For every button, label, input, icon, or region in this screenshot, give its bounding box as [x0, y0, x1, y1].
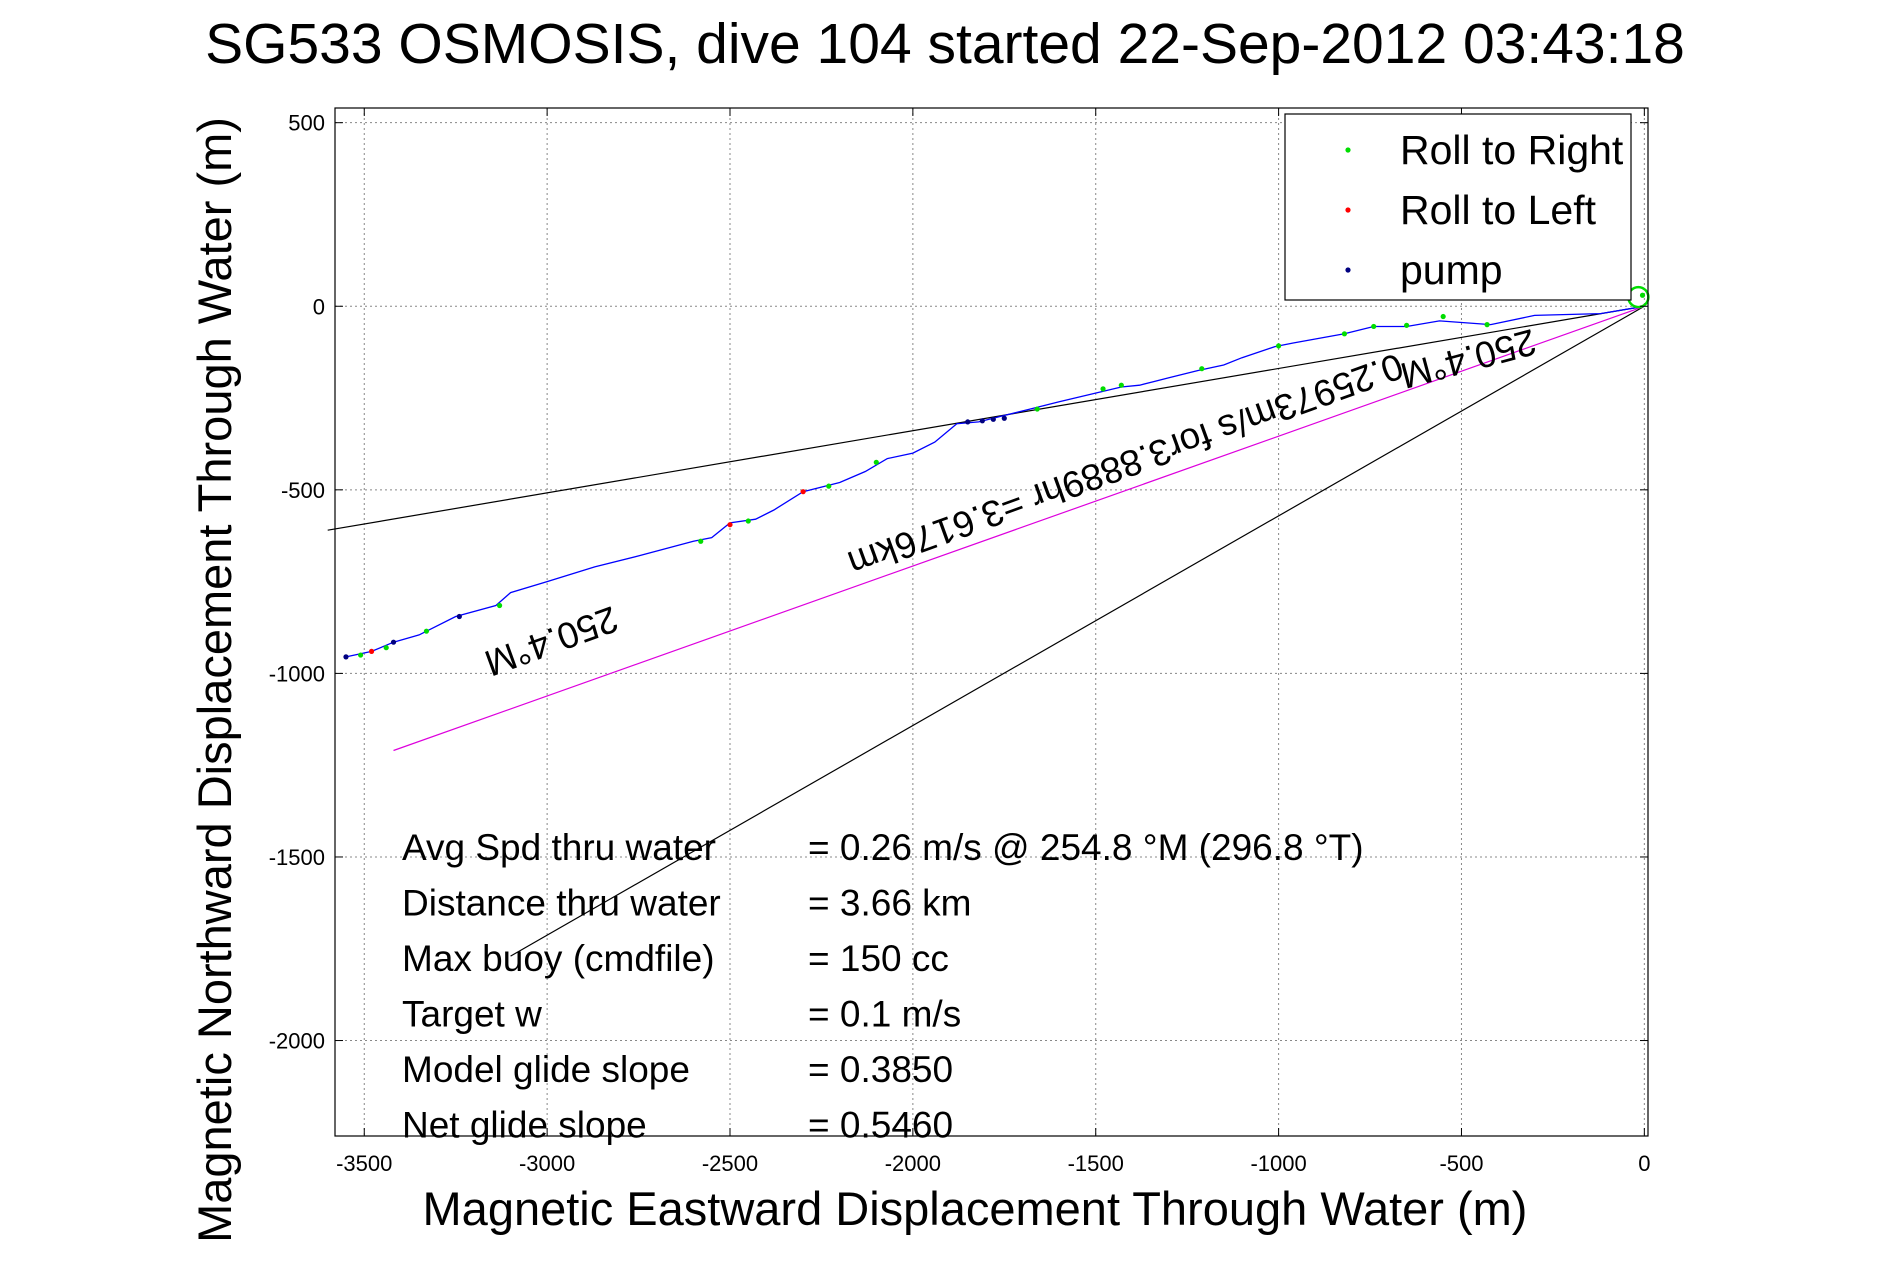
marker-right — [1484, 322, 1490, 328]
legend-label: pump — [1400, 247, 1503, 293]
y-tick-label: -1500 — [269, 845, 325, 870]
marker-right — [1404, 322, 1410, 328]
stats-label: Distance thru water — [402, 883, 721, 924]
reference-line-upper — [327, 305, 1645, 531]
y-tick-label: 500 — [288, 111, 325, 136]
reference-lines — [327, 305, 1645, 957]
plot-frame — [334, 107, 1649, 1137]
marker-pump — [1001, 415, 1007, 421]
x-tick-label: -3500 — [336, 1151, 392, 1176]
marker-pump — [965, 419, 971, 425]
marker-right — [358, 652, 364, 658]
stats-value: = 0.26 m/s @ 254.8 °M (296.8 °T) — [808, 827, 1364, 868]
stats-value: = 0.1 m/s — [808, 994, 961, 1035]
y-tick-label: -2000 — [269, 1029, 325, 1054]
y-tick-label: -1000 — [269, 661, 325, 686]
x-tick-label: -3000 — [519, 1151, 575, 1176]
x-axis-label: Magnetic Eastward Displacement Through W… — [423, 1182, 1528, 1235]
stats-label: Model glide slope — [402, 1049, 690, 1090]
stats-label: Avg Spd thru water — [402, 827, 716, 868]
marker-right — [383, 645, 389, 651]
marker-left — [800, 489, 806, 495]
y-tick-label: -500 — [281, 478, 325, 503]
track-line — [345, 305, 1645, 658]
marker-pump — [343, 654, 349, 660]
marker-right — [1118, 382, 1124, 388]
marker-right — [1371, 323, 1377, 330]
reference-line-average — [393, 305, 1645, 752]
marker-left — [368, 648, 375, 654]
marker-right — [1276, 343, 1282, 349]
x-tick-label: -2500 — [702, 1151, 758, 1176]
marker-left — [727, 522, 733, 528]
marker-right — [423, 628, 430, 634]
marker-right — [1034, 406, 1040, 412]
marker-right — [745, 518, 751, 524]
legend-marker — [1345, 207, 1351, 213]
chart-title: SG533 OSMOSIS, dive 104 started 22-Sep-2… — [205, 12, 1685, 76]
marker-pump — [456, 613, 462, 620]
marker-pump — [979, 418, 985, 424]
marker-right — [1639, 292, 1646, 298]
stats-label: Target w — [402, 994, 542, 1035]
reference-line-lower — [510, 305, 1645, 957]
legend-box — [1284, 113, 1632, 301]
x-tick-label: -2000 — [885, 1151, 941, 1176]
marker-pump — [990, 416, 996, 422]
stats-value: = 3.66 km — [808, 883, 972, 924]
roll-and-pump-markers — [343, 292, 1646, 660]
stats-label: Net glide slope — [402, 1105, 647, 1146]
x-tick-label: -500 — [1439, 1151, 1483, 1176]
legend-label: Roll to Right — [1400, 127, 1624, 173]
legend-marker — [1345, 147, 1351, 153]
marker-right — [873, 459, 879, 465]
marker-right — [1440, 313, 1446, 320]
marker-right — [1341, 331, 1348, 337]
axis-ticks: -3500 -3000 -2500 -2000 -1500 -1000 -500 0 500 0 -… — [269, 108, 1650, 1176]
stats-value: = 150 cc — [808, 938, 949, 979]
x-tick-label: -1500 — [1068, 1151, 1124, 1176]
y-axis-label: Magnetic Northward Displacement Through … — [188, 117, 241, 1243]
legend-label: Roll to Left — [1400, 187, 1597, 233]
stats-value: = 0.5460 — [808, 1105, 953, 1146]
marker-right — [1199, 366, 1205, 372]
grid-lines — [335, 108, 1648, 1136]
y-tick-label: 0 — [313, 294, 325, 319]
stats-value: = 0.3850 — [808, 1049, 953, 1090]
legend-marker — [1345, 267, 1351, 273]
legend: Roll to Right Roll to Left pump — [1284, 113, 1632, 301]
stats-block: Avg Spd thru water = 0.26 m/s @ 254.8 °M … — [402, 827, 1364, 1146]
stats-label: Max buoy (cmdfile) — [402, 938, 715, 979]
x-tick-label: 0 — [1638, 1151, 1650, 1176]
marker-right — [496, 602, 503, 609]
marker-right — [1100, 386, 1106, 392]
marker-right — [698, 538, 704, 544]
marker-right — [826, 483, 832, 489]
marker-pump — [390, 639, 397, 645]
x-tick-label: -1000 — [1250, 1151, 1306, 1176]
